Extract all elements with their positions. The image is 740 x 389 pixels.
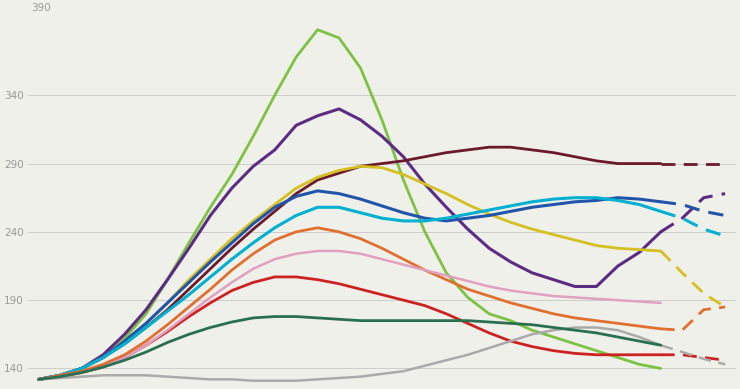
Text: 390: 390 (32, 3, 51, 13)
